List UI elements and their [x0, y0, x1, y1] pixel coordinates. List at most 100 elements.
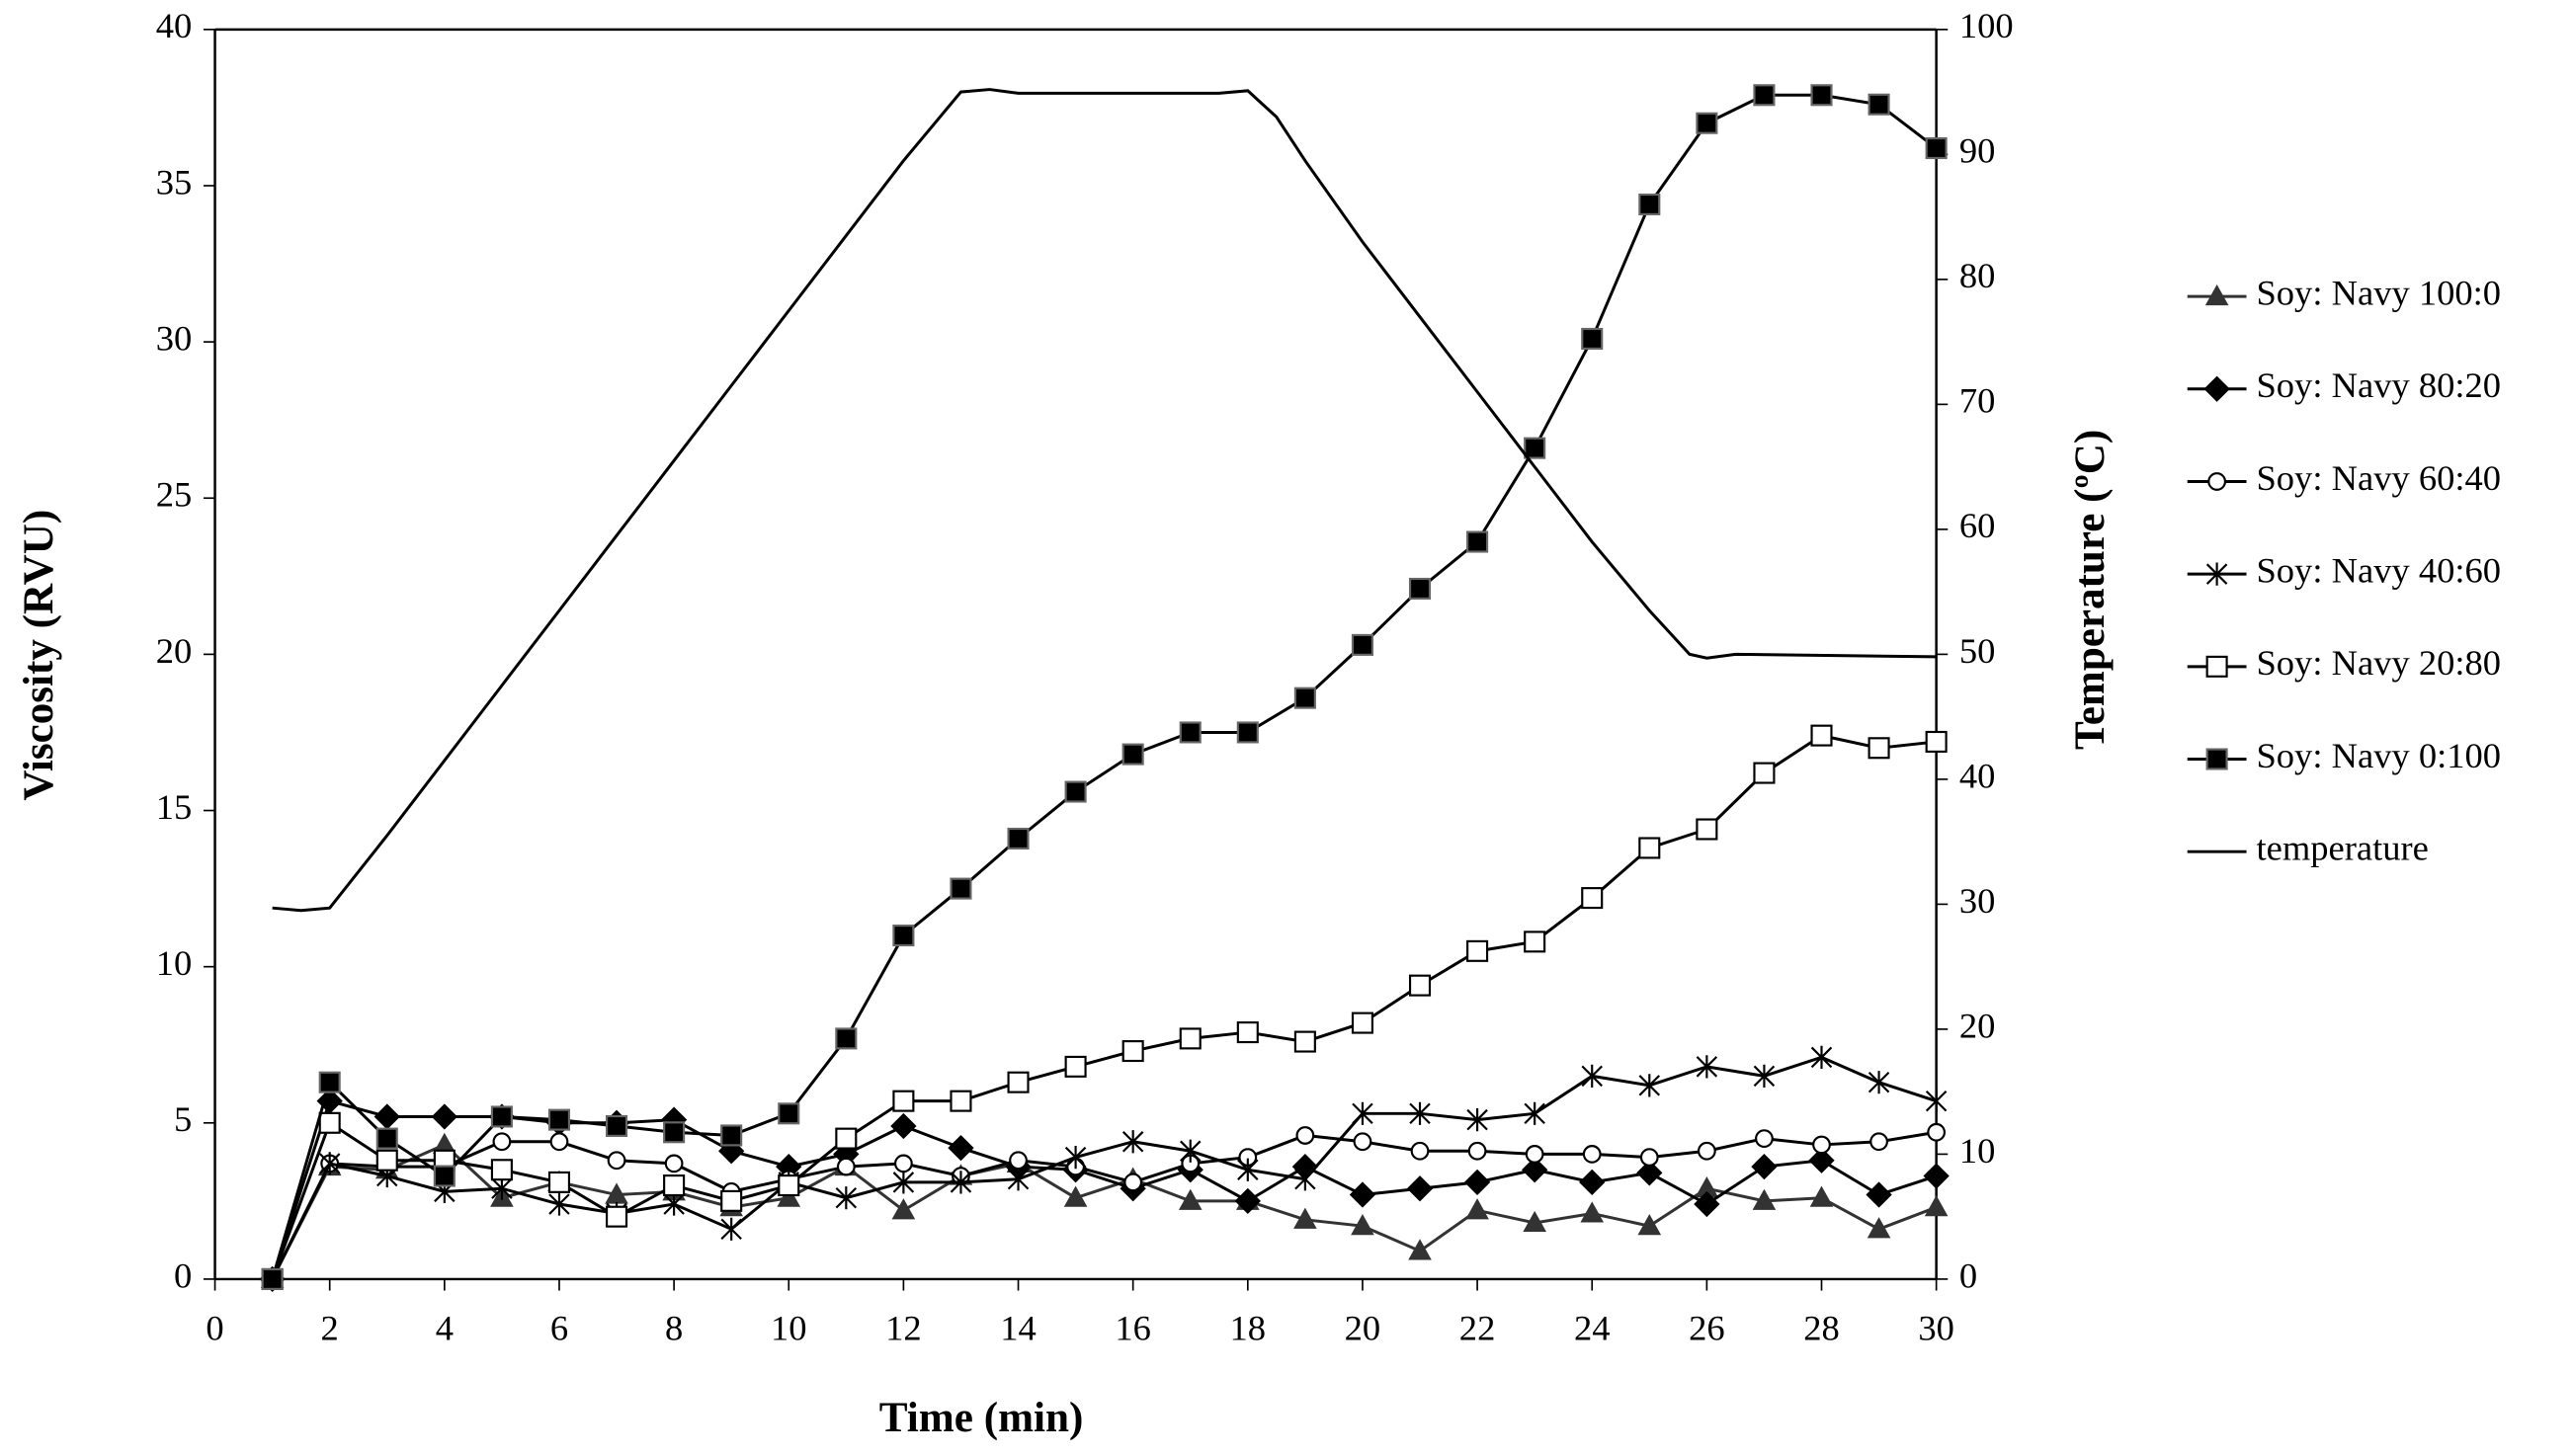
- marker: [891, 1198, 916, 1220]
- marker: [1696, 112, 1718, 134]
- series-line: [271, 1055, 1938, 1280]
- y-tick-label: 20: [156, 630, 193, 671]
- marker: [1751, 1153, 1778, 1180]
- marker: [1063, 1185, 1088, 1207]
- y2-tick-label: 40: [1959, 755, 1996, 795]
- marker: [605, 1114, 628, 1137]
- marker: [778, 1174, 800, 1197]
- marker: [1293, 1030, 1316, 1053]
- marker: [1293, 687, 1316, 709]
- marker: [720, 1189, 743, 1212]
- marker: [664, 1154, 684, 1173]
- marker: [1581, 887, 1604, 910]
- series-line: [271, 1130, 1937, 1280]
- marker: [1924, 1195, 1949, 1217]
- marker: [1121, 1130, 1144, 1154]
- marker: [1236, 1021, 1259, 1044]
- marker: [1697, 1141, 1716, 1161]
- marker: [1925, 137, 1948, 160]
- marker: [1179, 721, 1202, 744]
- marker: [261, 1267, 284, 1290]
- marker: [1237, 1158, 1259, 1181]
- marker: [1866, 1181, 1892, 1208]
- marker: [892, 1090, 915, 1112]
- marker: [1808, 1147, 1835, 1173]
- y-tick-label: 30: [156, 318, 193, 359]
- marker: [1349, 1181, 1376, 1208]
- legend-label: Soy: Navy 40:60: [2256, 550, 2501, 591]
- legend-marker: [2205, 748, 2228, 770]
- marker: [1409, 1101, 1431, 1125]
- marker: [1465, 1198, 1489, 1220]
- marker: [950, 1090, 972, 1112]
- marker: [1351, 1011, 1373, 1034]
- marker: [663, 1121, 686, 1144]
- series-line: [272, 88, 1937, 913]
- marker: [1466, 1108, 1488, 1132]
- y2-tick-label: 10: [1959, 1130, 1996, 1171]
- y2-tick-label: 50: [1959, 630, 1996, 671]
- y-tick-label: 0: [174, 1254, 192, 1295]
- marker: [1580, 1201, 1605, 1223]
- x-tick-label: 14: [1000, 1307, 1037, 1347]
- marker: [1524, 930, 1546, 953]
- marker: [835, 1186, 858, 1210]
- marker: [663, 1192, 685, 1216]
- legend-marker: [2205, 562, 2228, 586]
- legend-marker: [2203, 375, 2230, 402]
- marker: [375, 1149, 398, 1172]
- marker: [1351, 633, 1373, 656]
- marker: [894, 1154, 913, 1173]
- marker: [431, 1103, 457, 1130]
- marker: [1753, 1064, 1776, 1088]
- x-axis-title: Time (min): [879, 1395, 1084, 1441]
- x-tick-label: 30: [1918, 1307, 1954, 1347]
- series-line: [271, 93, 1938, 1280]
- marker: [1408, 974, 1432, 997]
- marker: [1638, 1074, 1661, 1097]
- marker: [1752, 1188, 1777, 1210]
- marker: [1694, 1190, 1720, 1218]
- x-tick-label: 2: [321, 1307, 339, 1347]
- marker: [1868, 737, 1890, 760]
- marker: [1463, 1169, 1491, 1196]
- y-axis-title: Viscosity (RVU): [16, 510, 62, 801]
- x-tick-label: 0: [206, 1307, 223, 1347]
- marker: [1869, 1132, 1888, 1152]
- y-tick-label: 35: [156, 161, 193, 202]
- marker: [547, 1171, 571, 1193]
- marker: [1295, 1126, 1315, 1145]
- marker: [1007, 1168, 1030, 1191]
- marker: [1406, 1175, 1434, 1202]
- marker: [1064, 780, 1087, 803]
- marker: [549, 1132, 569, 1152]
- x-tick-label: 6: [550, 1307, 568, 1347]
- y2-tick-label: 30: [1959, 880, 1996, 921]
- marker: [1123, 1173, 1143, 1192]
- marker: [605, 1205, 628, 1228]
- marker: [1234, 1187, 1261, 1214]
- marker: [1064, 1145, 1087, 1170]
- marker: [1522, 1157, 1548, 1183]
- marker: [892, 1171, 915, 1194]
- marker: [490, 1159, 513, 1181]
- y-tick-label: 40: [156, 5, 193, 45]
- x-tick-label: 16: [1115, 1307, 1151, 1347]
- marker: [1753, 762, 1776, 784]
- marker: [720, 1124, 743, 1147]
- marker: [1696, 1055, 1718, 1079]
- series-line: [271, 1143, 1938, 1280]
- marker: [1810, 84, 1833, 107]
- marker: [375, 1127, 398, 1150]
- y2-axis-title: Temperature (ºC): [2067, 430, 2114, 750]
- marker: [950, 1171, 972, 1194]
- y-tick-label: 25: [156, 474, 193, 515]
- marker: [835, 1127, 858, 1150]
- marker: [548, 1192, 570, 1216]
- marker: [778, 1102, 800, 1125]
- marker: [720, 1217, 742, 1241]
- marker: [836, 1157, 856, 1176]
- marker: [1867, 1217, 1891, 1239]
- marker: [1236, 721, 1259, 744]
- marker: [1812, 1135, 1831, 1155]
